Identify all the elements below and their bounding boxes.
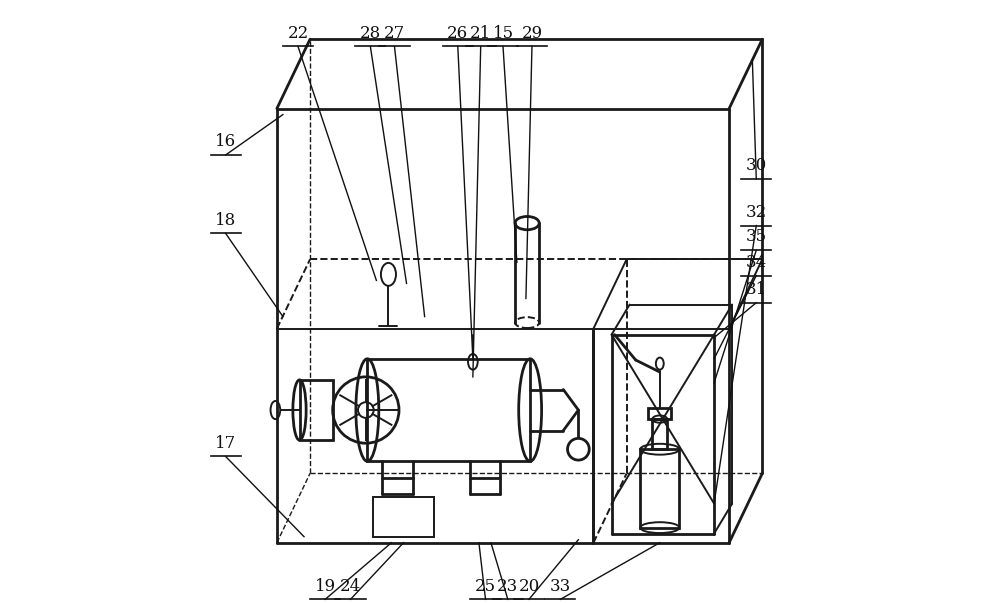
Text: 32: 32 bbox=[746, 204, 767, 221]
Text: 18: 18 bbox=[215, 212, 236, 229]
Text: 31: 31 bbox=[746, 281, 767, 298]
Text: 26: 26 bbox=[447, 25, 468, 42]
Text: 34: 34 bbox=[746, 254, 767, 271]
Bar bbox=[373, 497, 434, 537]
Text: 21: 21 bbox=[470, 25, 491, 42]
Bar bbox=[300, 380, 333, 440]
Text: 15: 15 bbox=[492, 25, 514, 42]
Text: 17: 17 bbox=[215, 435, 236, 452]
Text: 25: 25 bbox=[475, 578, 496, 595]
Text: 24: 24 bbox=[340, 578, 361, 595]
Text: 30: 30 bbox=[746, 157, 767, 174]
Bar bbox=[648, 408, 671, 419]
Text: 29: 29 bbox=[521, 25, 543, 42]
Text: 16: 16 bbox=[215, 133, 236, 150]
Bar bbox=[640, 449, 679, 528]
Text: 27: 27 bbox=[384, 25, 405, 42]
Bar bbox=[652, 419, 667, 449]
Bar bbox=[367, 359, 530, 461]
Text: 20: 20 bbox=[518, 578, 540, 595]
Text: 28: 28 bbox=[360, 25, 381, 42]
Text: 35: 35 bbox=[746, 229, 767, 245]
Text: 33: 33 bbox=[550, 578, 571, 595]
Text: 23: 23 bbox=[497, 578, 518, 595]
Text: 19: 19 bbox=[315, 578, 336, 595]
Text: 22: 22 bbox=[287, 25, 309, 42]
